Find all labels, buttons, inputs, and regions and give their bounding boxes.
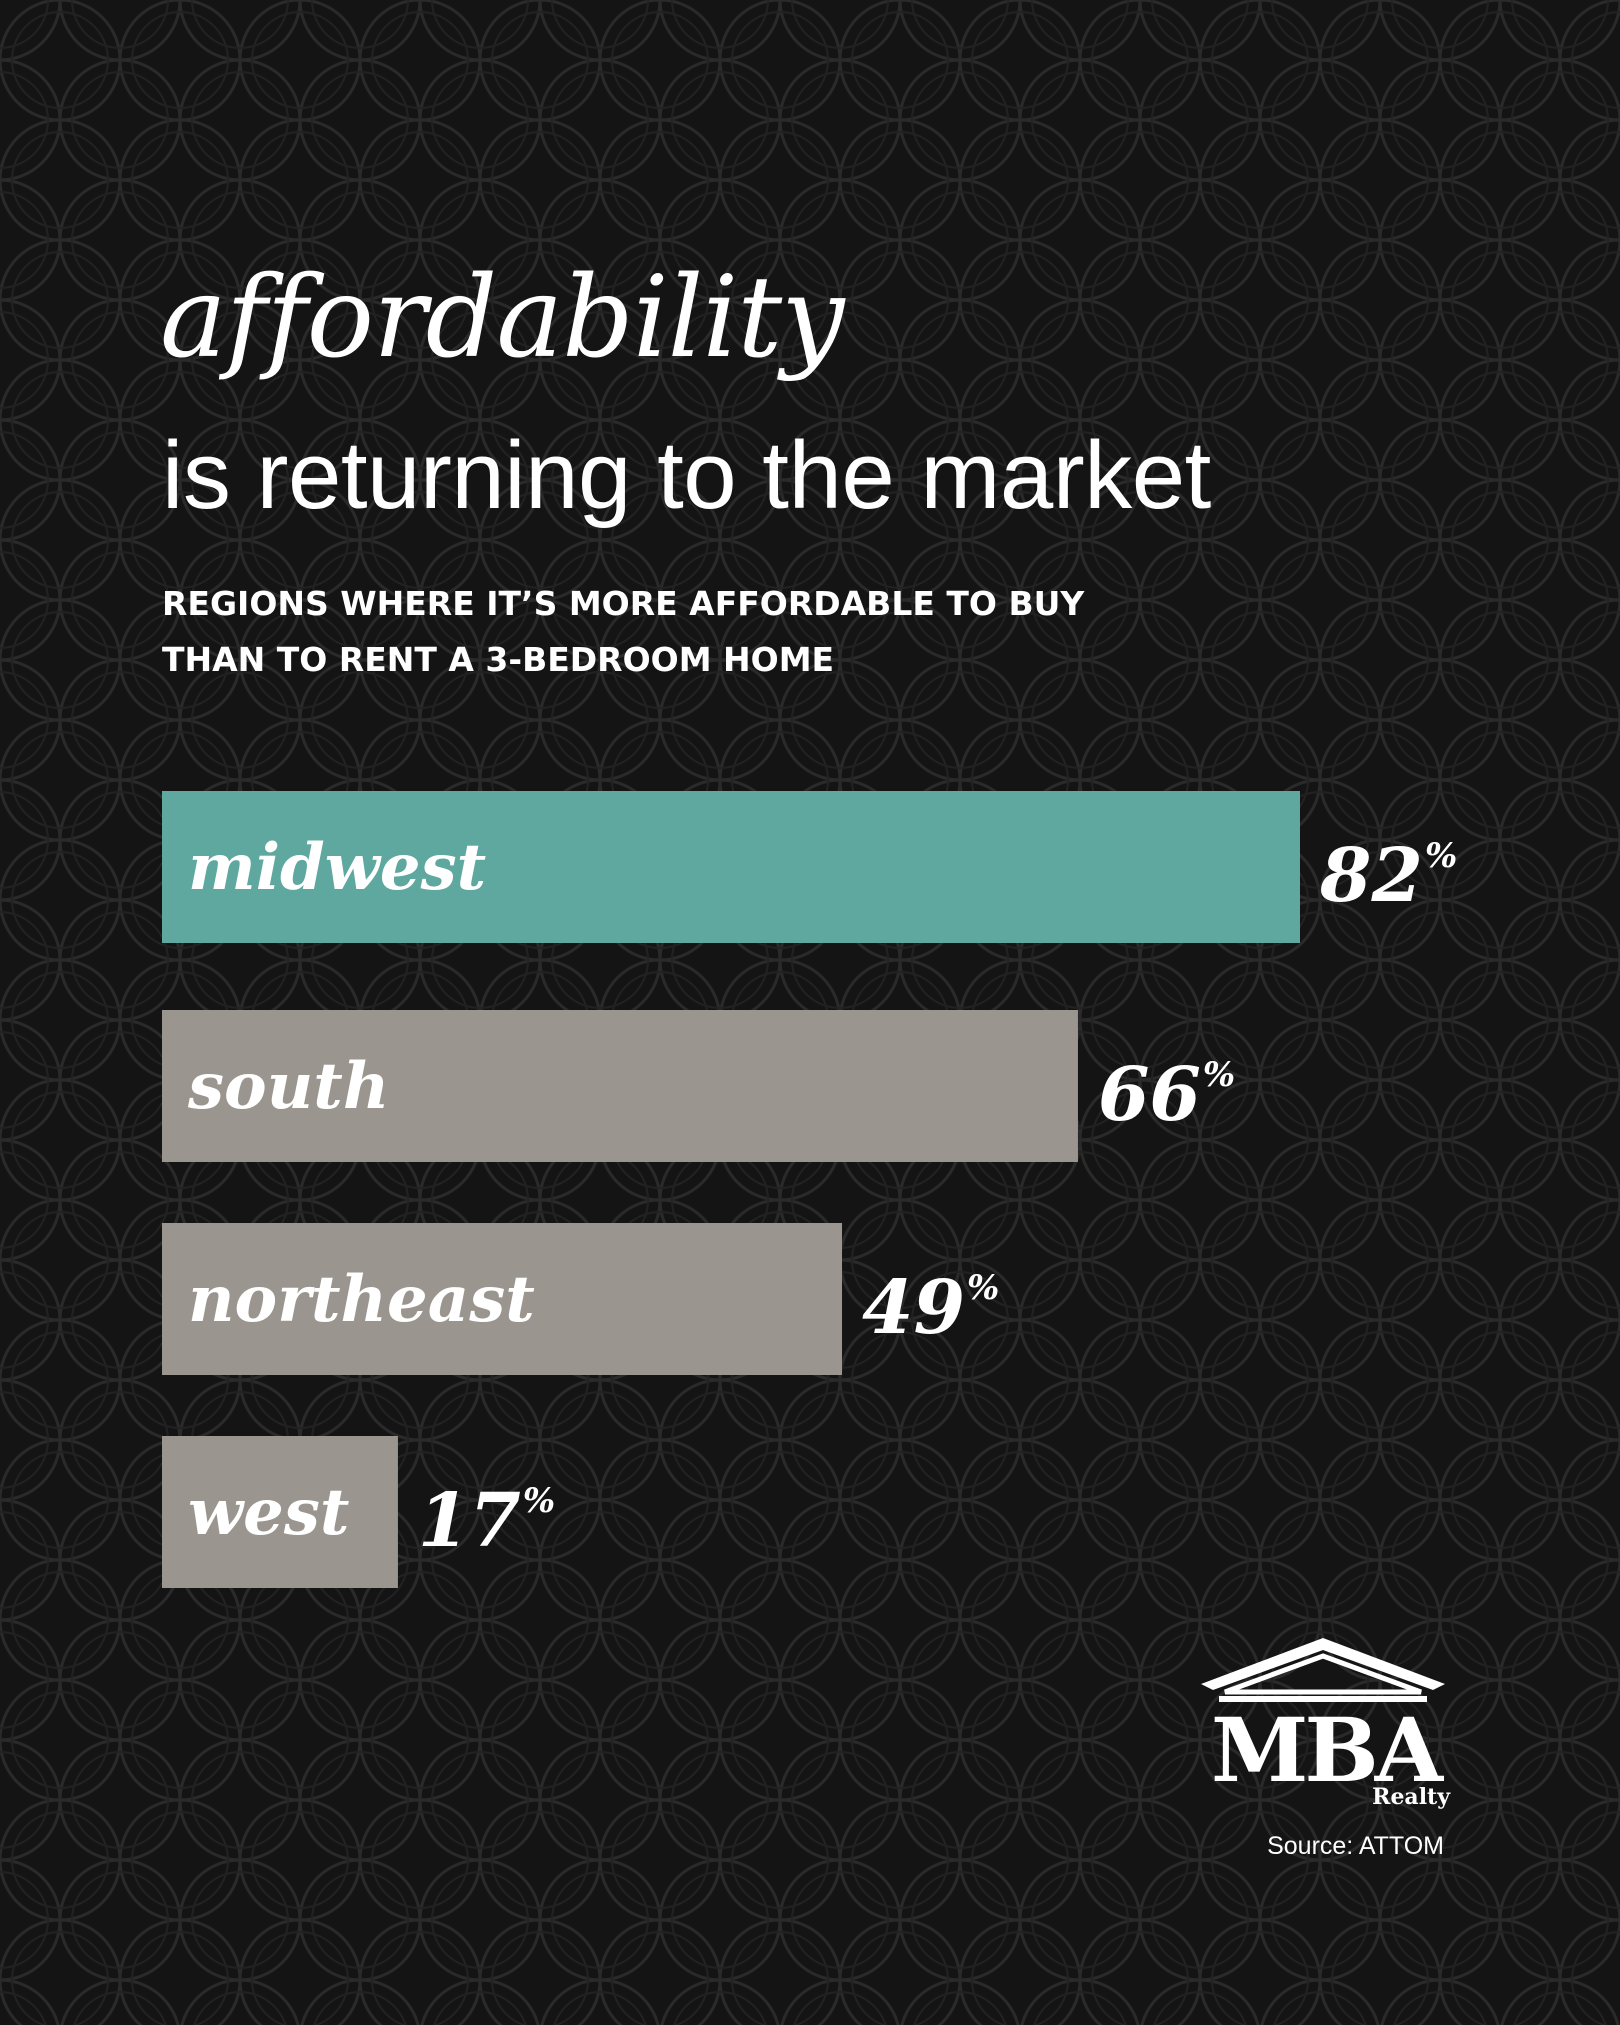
logo-wordmark: MBA (1210, 1698, 1443, 1802)
bar-label-midwest: midwest (188, 830, 486, 905)
house-roof-icon (1201, 1638, 1445, 1702)
bar-northeast (162, 1223, 843, 1375)
title-subline: is returning to the market (162, 422, 1211, 529)
bar-value-west: 17% (418, 1478, 555, 1564)
subtitle-line-1: REGIONS WHERE IT’S MORE AFFORDABLE TO BU… (162, 584, 1085, 623)
title-highlight: affordability (160, 253, 845, 383)
subtitle-line-2: THAN TO RENT A 3-BEDROOM HOME (162, 640, 835, 679)
bar-midwest (162, 791, 1300, 943)
bar-label-west: west (188, 1475, 349, 1550)
chart-subtitle: REGIONS WHERE IT’S MORE AFFORDABLE TO BU… (162, 576, 1162, 688)
bar-label-northeast: northeast (188, 1262, 535, 1337)
bar-west (162, 1436, 398, 1588)
source-note: Source: ATTOM (1267, 1832, 1444, 1860)
bar-value-northeast: 49% (862, 1265, 999, 1351)
logo-subtext: Realty (1372, 1784, 1450, 1810)
bar-value-south: 66% (1098, 1052, 1235, 1138)
bar-value-midwest: 82% (1319, 833, 1457, 919)
bar-south (162, 1010, 1078, 1162)
bar-label-south: south (187, 1049, 389, 1124)
